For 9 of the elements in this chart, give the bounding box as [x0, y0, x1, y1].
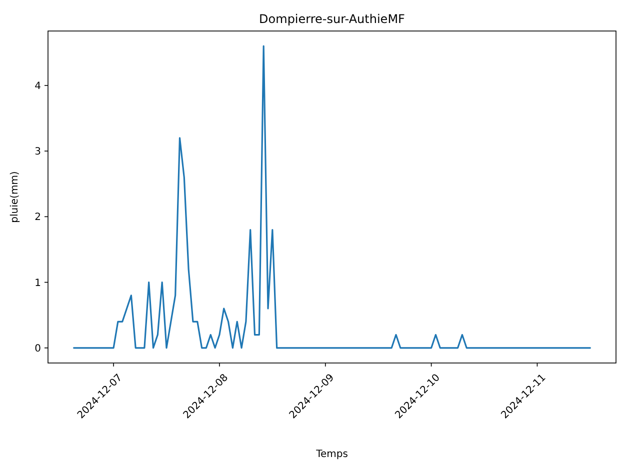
- chart-title: Dompierre-sur-AuthieMF: [259, 12, 406, 26]
- y-tick-label: 3: [34, 146, 41, 158]
- y-axis-title: pluie(mm): [10, 171, 20, 223]
- x-axis-title: Temps: [315, 449, 348, 460]
- line-series: [73, 45, 591, 349]
- y-tick-label: 1: [34, 278, 41, 289]
- y-tick-label: 0: [34, 343, 41, 354]
- y-tick-label: 2: [34, 212, 41, 224]
- y-tick-label: 4: [34, 80, 41, 92]
